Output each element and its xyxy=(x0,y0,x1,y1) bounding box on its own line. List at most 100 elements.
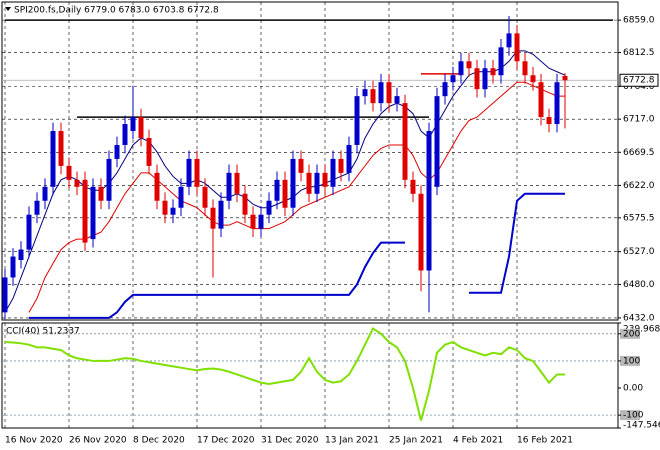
y-tick-label: 6622.0 xyxy=(623,181,655,191)
candle-body xyxy=(418,193,424,271)
candle-body xyxy=(194,158,200,187)
candle-body xyxy=(42,186,48,201)
candle-body xyxy=(498,47,504,76)
candle-body xyxy=(506,33,512,48)
candle-body xyxy=(514,33,520,62)
candle-body xyxy=(434,96,440,187)
candle-body xyxy=(370,89,376,104)
candle-body xyxy=(482,68,488,90)
menu-arrow xyxy=(5,7,11,11)
candle-body xyxy=(154,172,160,201)
candle-body xyxy=(74,179,80,187)
candle-body xyxy=(442,82,448,97)
level-tag xyxy=(620,328,640,339)
candle-body xyxy=(346,144,352,173)
level-tag xyxy=(620,410,640,421)
candle-body xyxy=(114,144,120,159)
candle-body xyxy=(450,75,456,83)
x-tick-label: 16 Nov 2020 xyxy=(5,436,63,446)
candle-body xyxy=(394,96,400,104)
candle-body xyxy=(58,131,64,166)
candle-body xyxy=(306,172,312,194)
y-tick-label: 6764.0 xyxy=(623,82,655,92)
y-tick-label: -147.546 xyxy=(623,421,660,431)
candle-body xyxy=(290,158,296,208)
x-tick-label: 17 Dec 2020 xyxy=(197,436,255,446)
candle-body xyxy=(26,214,32,250)
x-tick-label: 26 Nov 2020 xyxy=(69,436,127,446)
candle-body xyxy=(2,277,8,313)
candle-body xyxy=(338,158,344,173)
candle-body xyxy=(218,200,224,229)
candle-body xyxy=(410,179,416,194)
candle-body xyxy=(186,158,192,187)
candle-body xyxy=(226,172,232,201)
candle-body xyxy=(178,186,184,208)
y-tick-label: 100 xyxy=(623,356,640,366)
candle-body xyxy=(530,75,536,83)
candle-body xyxy=(282,179,288,208)
y-tick-label: 200 xyxy=(623,329,640,339)
price-pane xyxy=(1,1,619,321)
candle-body xyxy=(66,165,72,180)
candle-body xyxy=(466,61,472,69)
candle-body xyxy=(170,207,176,215)
candle-body xyxy=(458,61,464,76)
y-tick-label: 6669.5 xyxy=(623,148,655,158)
y-tick-label: 6480.0 xyxy=(623,280,655,290)
y-tick-label: 6859.0 xyxy=(623,16,655,26)
x-tick-label: 16 Feb 2021 xyxy=(517,436,573,446)
y-tick-label: 6812.5 xyxy=(623,48,655,58)
x-tick-label: 8 Dec 2020 xyxy=(133,436,185,446)
indicator-line xyxy=(28,81,565,313)
candle-body xyxy=(546,117,552,125)
price-tag-label: 6772.8 xyxy=(623,76,655,86)
candle-body xyxy=(130,117,136,132)
x-tick-label: 25 Jan 2021 xyxy=(389,436,443,446)
candle-body xyxy=(210,207,216,229)
indicator-pane xyxy=(1,322,619,429)
candle-body xyxy=(474,68,480,90)
candle-body xyxy=(538,82,544,118)
candle-body xyxy=(98,186,104,201)
candle-body xyxy=(274,179,280,201)
chart-title: SPI200.fs,Daily 6779.0 6783.0 6703.8 677… xyxy=(14,6,219,16)
candle-body xyxy=(386,82,392,104)
candle-body xyxy=(490,68,496,76)
candle-body xyxy=(266,200,272,215)
y-tick-label: 6527.0 xyxy=(623,247,655,257)
y-tick-label: 6432.0 xyxy=(623,313,655,323)
candle-body xyxy=(146,137,152,166)
candle-body xyxy=(258,214,264,229)
candle-body xyxy=(10,256,16,278)
candle-body xyxy=(90,186,96,240)
candle-body xyxy=(362,89,368,97)
candle-body xyxy=(138,117,144,138)
candle-body xyxy=(106,158,112,201)
y-tick-label: 6575.5 xyxy=(623,213,655,223)
candle-body xyxy=(122,124,128,145)
y-tick-label: 0.00 xyxy=(623,384,643,394)
candle-body xyxy=(354,96,360,145)
candle-body xyxy=(314,172,320,194)
cci-line xyxy=(4,326,565,421)
candle-body xyxy=(202,186,208,208)
candle-body xyxy=(242,193,248,215)
candle-body xyxy=(250,214,256,229)
candle-body xyxy=(18,249,24,261)
candle-body xyxy=(298,158,304,173)
level-tag xyxy=(620,355,640,366)
x-tick-label: 13 Jan 2021 xyxy=(325,436,379,446)
candle-body xyxy=(522,61,528,76)
candle-body xyxy=(234,172,240,194)
candle-body xyxy=(50,131,56,187)
candle-body xyxy=(426,131,432,271)
candle-body xyxy=(402,103,408,180)
candle-body xyxy=(554,82,560,125)
candle-body xyxy=(82,179,88,243)
indicator-line xyxy=(29,192,565,319)
y-tick-label: -100 xyxy=(623,411,644,421)
